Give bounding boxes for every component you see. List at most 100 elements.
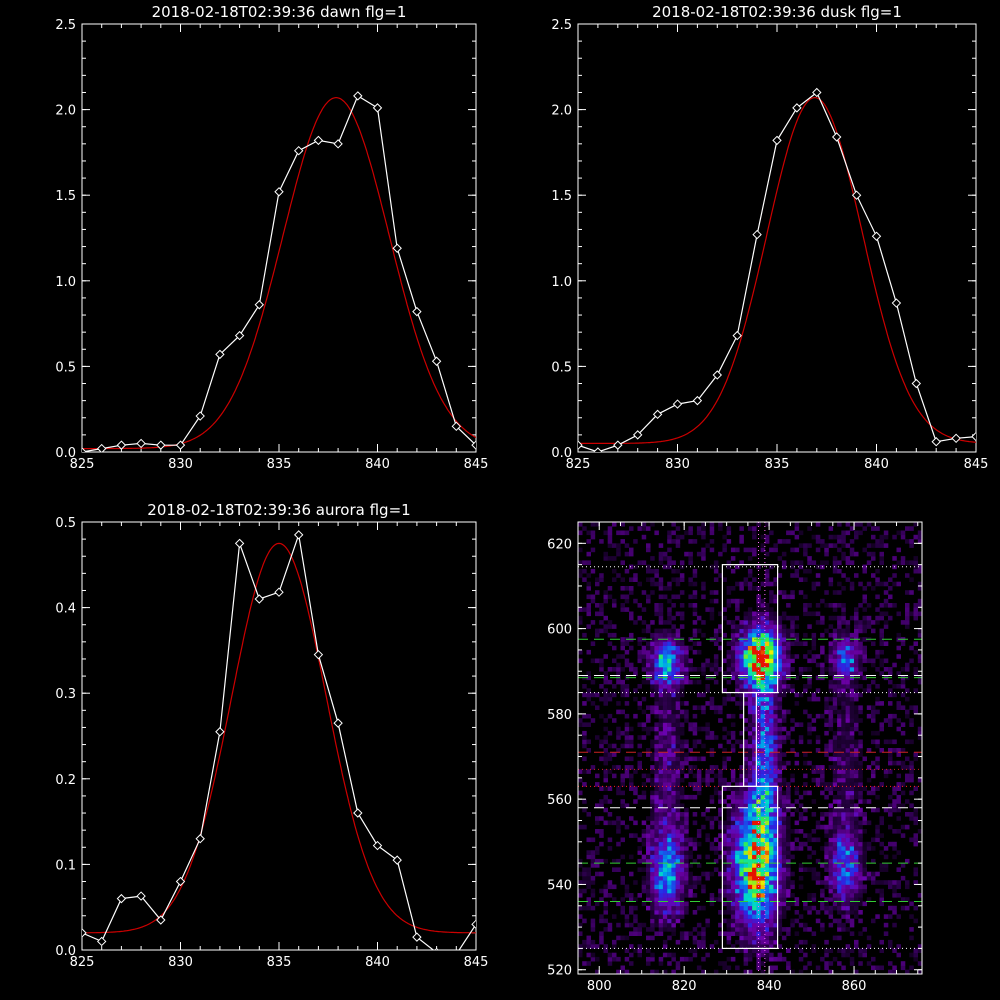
heatmap-cell xyxy=(828,816,834,821)
heatmap-cell xyxy=(917,564,923,570)
heatmap-cell xyxy=(739,824,744,830)
heatmap-cell xyxy=(841,914,846,919)
heatmap-cell xyxy=(900,760,906,766)
heatmap-cell xyxy=(658,662,664,668)
heatmap-cell xyxy=(815,620,821,625)
x-tick-label: 830 xyxy=(168,457,193,472)
heatmap-cell xyxy=(769,927,774,932)
heatmap-cell xyxy=(790,803,795,808)
heatmap-cell xyxy=(739,743,744,749)
heatmap-cell xyxy=(747,696,753,702)
heatmap-cell xyxy=(756,739,761,745)
heatmap-cell xyxy=(769,786,774,791)
heatmap-cell xyxy=(807,897,812,902)
heatmap-cell xyxy=(756,773,761,779)
heatmap-cell xyxy=(679,590,685,595)
heatmap-cell xyxy=(747,948,753,953)
heatmap-cell xyxy=(696,649,702,655)
heatmap-cell xyxy=(786,871,791,877)
heatmap-cell xyxy=(837,875,842,881)
heatmap-cell xyxy=(858,752,863,757)
heatmap-cell xyxy=(662,645,668,651)
heatmap-cell xyxy=(875,807,880,813)
heatmap-cell xyxy=(764,880,770,885)
heatmap-cell xyxy=(679,956,685,962)
heatmap-cell xyxy=(803,867,808,872)
heatmap-cell xyxy=(671,858,676,864)
heatmap-cell xyxy=(713,662,719,668)
x-tick-label: 830 xyxy=(168,955,193,970)
heatmap-cell xyxy=(832,684,838,689)
heatmap-cell xyxy=(624,662,630,668)
heatmap-cell xyxy=(705,769,710,774)
heatmap-cell xyxy=(654,654,659,659)
heatmap-cell xyxy=(743,611,749,617)
heatmap-cell xyxy=(590,956,596,962)
heatmap-cell xyxy=(701,743,706,749)
heatmap-cell xyxy=(764,534,770,540)
heatmap-cell xyxy=(620,880,625,885)
heatmap-cell xyxy=(726,667,732,672)
heatmap-cell xyxy=(769,965,774,971)
heatmap-cell xyxy=(739,807,744,813)
heatmap-cell xyxy=(747,586,753,591)
heatmap-cell xyxy=(679,658,685,664)
heatmap-cell xyxy=(692,713,698,719)
heatmap-cell xyxy=(662,756,668,762)
heatmap-cell xyxy=(603,858,608,864)
heatmap-cell xyxy=(684,850,689,855)
heatmap-cell xyxy=(705,871,710,877)
heatmap-cell xyxy=(845,803,851,808)
heatmap-cell xyxy=(866,581,872,587)
heatmap-cell xyxy=(578,530,583,536)
heatmap-cell xyxy=(909,658,914,664)
heatmap-cell xyxy=(781,956,787,962)
heatmap-cell xyxy=(837,624,842,629)
heatmap-cell xyxy=(671,927,676,932)
heatmap-cell xyxy=(633,914,638,919)
heatmap-cell xyxy=(815,611,821,617)
data-point xyxy=(156,440,166,450)
heatmap-cell xyxy=(837,918,842,924)
heatmap-cell xyxy=(692,773,698,779)
heatmap-cell xyxy=(913,841,918,847)
heatmap-cell xyxy=(841,794,846,800)
heatmap-cell xyxy=(696,939,702,945)
heatmap-cell xyxy=(786,530,791,536)
heatmap-cell xyxy=(743,961,749,966)
heatmap-cell xyxy=(650,875,655,881)
heatmap-cell xyxy=(832,628,838,634)
heatmap-cell xyxy=(824,667,829,672)
heatmap-cell xyxy=(764,581,770,587)
heatmap-cell xyxy=(892,905,897,911)
heatmap-cell xyxy=(675,965,681,971)
heatmap-cell xyxy=(726,679,732,685)
heatmap-cell xyxy=(756,910,761,915)
heatmap-cell xyxy=(603,910,608,915)
heatmap-cell xyxy=(913,641,918,646)
heatmap-cell xyxy=(726,713,732,719)
heatmap-cell xyxy=(871,786,876,791)
heatmap-cell xyxy=(701,756,706,762)
heatmap-cell xyxy=(586,611,591,617)
heatmap-cell xyxy=(624,918,630,924)
heatmap-cell xyxy=(726,905,732,911)
heatmap-cell xyxy=(790,773,795,779)
heatmap-cell xyxy=(807,837,812,843)
heatmap-cell xyxy=(730,922,736,928)
heatmap-cell xyxy=(764,551,770,557)
heatmap-cell xyxy=(675,824,681,830)
heatmap-cell xyxy=(760,641,766,646)
heatmap-cell xyxy=(705,854,710,860)
heatmap-cell xyxy=(747,935,753,941)
heatmap-cell xyxy=(641,654,647,659)
heatmap-cell xyxy=(620,603,625,608)
heatmap-cell xyxy=(735,684,740,689)
heatmap-cell xyxy=(752,718,757,723)
heatmap-cell xyxy=(837,897,842,902)
heatmap-cell xyxy=(803,833,808,838)
heatmap-cell xyxy=(815,777,821,783)
heatmap-cell xyxy=(828,786,834,791)
heatmap-cell xyxy=(807,739,812,745)
heatmap-cell xyxy=(633,880,638,885)
